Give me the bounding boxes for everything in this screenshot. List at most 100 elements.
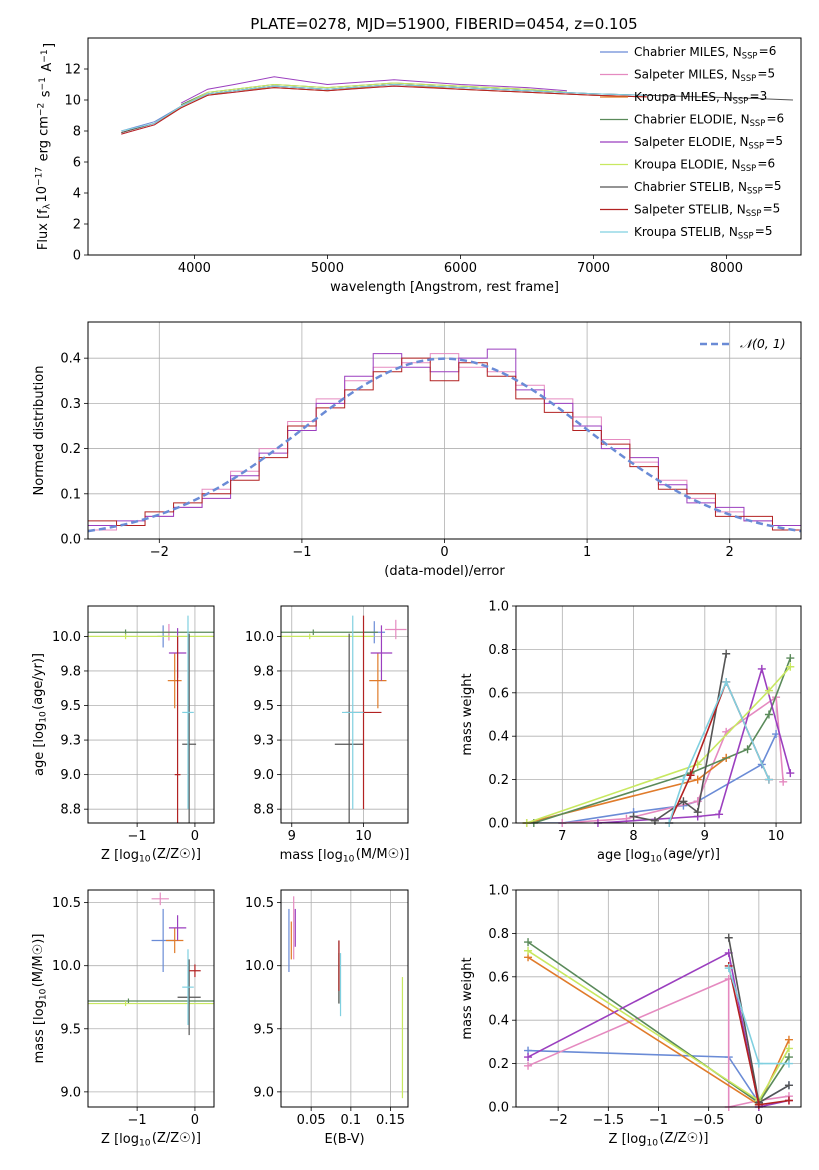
y-tick-label: 10.5 <box>245 896 274 911</box>
x-tick-label: 1 <box>583 545 591 560</box>
spectrum-line <box>180 76 567 104</box>
weight-marker <box>679 775 688 784</box>
x-axis-label: Z [log10 (Z/Z☉)] <box>609 1131 709 1149</box>
y-tick-label: 9.5 <box>253 1022 274 1037</box>
weight-marker <box>524 938 533 947</box>
y-tick-label: 8 <box>73 125 81 140</box>
residual-histogram <box>88 357 801 531</box>
weight-marker <box>743 745 752 754</box>
weight-marker <box>722 677 731 686</box>
weight-marker <box>524 1061 533 1070</box>
y-tick-label: 1.0 <box>488 884 509 899</box>
x-axis-label: Z [log10 (Z/Z☉)] <box>101 1131 201 1149</box>
x-tick-label: −1 <box>292 545 311 560</box>
weight-marker <box>784 1044 793 1053</box>
weight-marker <box>629 812 638 821</box>
y-tick-label: 9.8 <box>60 664 81 679</box>
weight-marker <box>724 964 733 973</box>
y-tick-label: 1.0 <box>488 600 509 615</box>
y-tick-label: 0.1 <box>60 487 81 502</box>
x-axis-label: mass [log10 (M/M☉)] <box>280 847 410 865</box>
y-tick-label: 9.0 <box>60 1085 81 1100</box>
weight-marker <box>786 769 795 778</box>
weight-marker <box>524 1053 533 1062</box>
y-tick-label: 9.3 <box>60 734 81 749</box>
y-tick-label: 0.2 <box>488 1057 509 1072</box>
y-tick-label: 0.2 <box>488 773 509 788</box>
weight-line <box>668 680 770 823</box>
y-tick-label: 10.0 <box>52 630 81 645</box>
x-axis-label: age [log10 (age/yr)] <box>597 847 720 865</box>
x-tick-label: 9 <box>701 829 709 844</box>
x-tick-label: 8 <box>629 829 637 844</box>
spectrum-line <box>121 83 647 132</box>
residual-histogram <box>88 348 801 526</box>
weight-marker <box>724 933 733 942</box>
x-tick-label: −1.5 <box>593 1113 625 1128</box>
x-tick-label: 0 <box>755 1113 763 1128</box>
legend-entry: Kroupa ELODIE, NSSP =6 <box>634 156 775 173</box>
x-axis-label: wavelength [Angstrom, rest frame] <box>330 280 559 295</box>
y-tick-label: 10.0 <box>245 959 274 974</box>
y-tick-label: 0.6 <box>488 970 509 985</box>
y-tick-label: 0.2 <box>60 442 81 457</box>
figure-title: PLATE=0278, MJD=51900, FIBERID=0454, z=0… <box>250 15 637 33</box>
weight-marker <box>693 775 702 784</box>
x-tick-label: −2 <box>150 545 169 560</box>
y-tick-label: 0.8 <box>488 927 509 942</box>
weight-line <box>633 653 727 822</box>
y-tick-label: 0.6 <box>488 686 509 701</box>
plot-frame <box>87 605 215 824</box>
normal-reference-curve <box>88 357 801 533</box>
x-tick-label: 0.1 <box>341 1113 362 1128</box>
y-axis-label: Normed distribution <box>32 366 47 496</box>
y-tick-label: 9.3 <box>253 734 274 749</box>
x-tick-label: 9 <box>288 829 296 844</box>
weight-marker <box>764 686 773 695</box>
legend-entry: Salpeter ELODIE, NSSP =5 <box>634 134 783 151</box>
x-tick-label: 7 <box>558 829 566 844</box>
weight-marker <box>784 1059 793 1068</box>
weight-marker <box>722 649 731 658</box>
x-tick-label: −1 <box>128 829 147 844</box>
x-tick-label: 0 <box>191 829 199 844</box>
weight-marker <box>757 664 766 673</box>
x-tick-label: 7000 <box>577 261 610 276</box>
plot-frame <box>515 605 802 824</box>
legend-entry: Kroupa STELIB, NSSP =5 <box>634 224 772 241</box>
weight-line <box>562 695 784 823</box>
x-tick-label: −1 <box>649 1113 668 1128</box>
x-tick-label: 4000 <box>178 261 211 276</box>
x-tick-label: −1 <box>128 1113 147 1128</box>
y-tick-label: 0.0 <box>488 817 509 832</box>
x-tick-label: 2 <box>726 545 734 560</box>
legend-entry: Chabrier MILES, NSSP =6 <box>634 44 776 61</box>
weight-line <box>597 665 792 823</box>
y-axis-label: mass weight <box>460 957 475 1039</box>
residual-histogram <box>88 353 801 531</box>
y-tick-label: 6 <box>73 156 81 171</box>
x-tick-label: 8000 <box>710 261 743 276</box>
y-axis-label: age [log10 (age/yr)] <box>31 653 49 776</box>
y-tick-label: 9.0 <box>60 768 81 783</box>
x-tick-label: 0 <box>440 545 448 560</box>
x-tick-label: −2 <box>549 1113 568 1128</box>
plot-frame <box>87 889 215 1108</box>
spectrum-line <box>121 85 647 135</box>
legend-entry: Chabrier ELODIE, NSSP =6 <box>634 111 784 128</box>
legend-entry: Kroupa MILES, NSSP =3 <box>634 89 767 106</box>
y-axis-label: Flux [fλ 10−17 erg cm−2 s−1 A−1 ] <box>35 43 57 250</box>
y-tick-label: 0.3 <box>60 397 81 412</box>
y-tick-label: 10 <box>64 94 81 109</box>
weight-marker <box>715 810 724 819</box>
weight-marker <box>693 808 702 817</box>
plot-frame <box>280 605 409 824</box>
legend-entry: 𝒩(0, 1) <box>740 336 786 351</box>
x-tick-label: 0.05 <box>297 1113 326 1128</box>
weight-marker <box>524 946 533 955</box>
y-tick-label: 0.4 <box>60 352 81 367</box>
x-tick-label: 10 <box>355 829 372 844</box>
y-tick-label: 0.8 <box>488 643 509 658</box>
y-tick-label: 0.4 <box>488 730 509 745</box>
y-tick-label: 12 <box>64 63 81 78</box>
